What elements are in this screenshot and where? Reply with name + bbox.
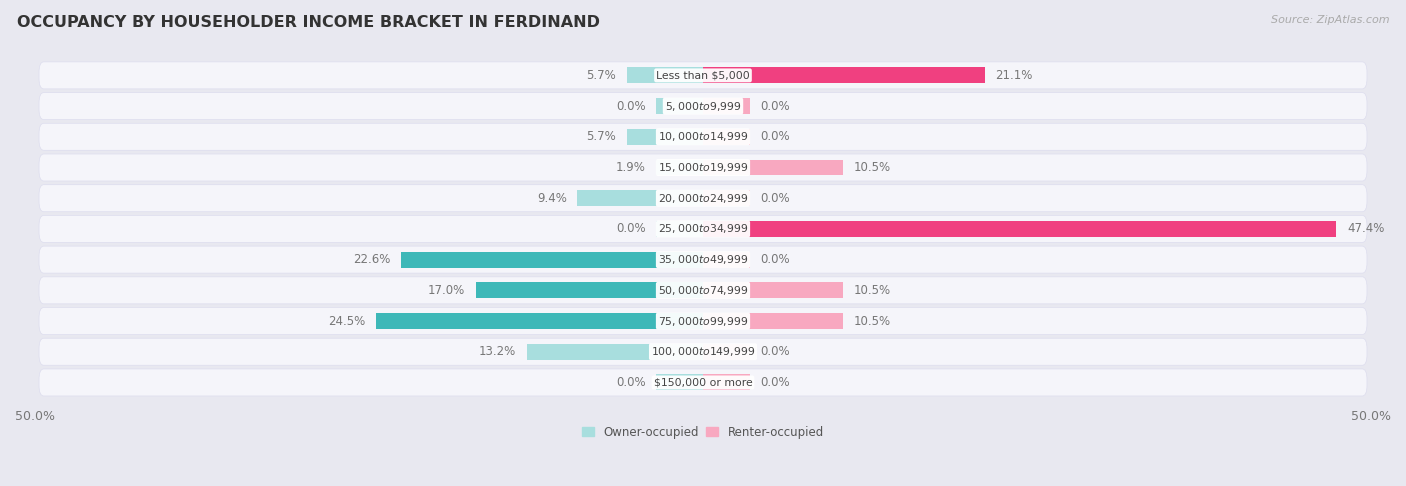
Text: $75,000 to $99,999: $75,000 to $99,999 [658, 314, 748, 328]
Bar [703, 221, 1336, 237]
Bar [703, 98, 749, 114]
Bar [657, 159, 703, 175]
Text: Less than $5,000: Less than $5,000 [657, 70, 749, 80]
FancyBboxPatch shape [39, 62, 1367, 89]
FancyBboxPatch shape [39, 308, 1367, 334]
Text: $20,000 to $24,999: $20,000 to $24,999 [658, 191, 748, 205]
Text: 17.0%: 17.0% [427, 284, 465, 297]
Legend: Owner-occupied, Renter-occupied: Owner-occupied, Renter-occupied [578, 421, 828, 444]
Bar [657, 98, 703, 114]
Text: $150,000 or more: $150,000 or more [654, 378, 752, 387]
FancyBboxPatch shape [39, 215, 1367, 243]
Text: $100,000 to $149,999: $100,000 to $149,999 [651, 345, 755, 358]
Text: 0.0%: 0.0% [761, 376, 790, 389]
Text: 1.9%: 1.9% [616, 161, 645, 174]
Bar [703, 282, 844, 298]
Bar [401, 252, 703, 268]
Text: 10.5%: 10.5% [853, 314, 891, 328]
Bar [657, 221, 703, 237]
Text: 0.0%: 0.0% [616, 223, 645, 235]
Text: 0.0%: 0.0% [761, 345, 790, 358]
Text: 0.0%: 0.0% [616, 100, 645, 113]
Text: 10.5%: 10.5% [853, 161, 891, 174]
Text: 22.6%: 22.6% [353, 253, 391, 266]
Text: $5,000 to $9,999: $5,000 to $9,999 [665, 100, 741, 113]
Bar [703, 68, 984, 84]
Text: 47.4%: 47.4% [1347, 223, 1385, 235]
FancyBboxPatch shape [39, 92, 1367, 120]
Bar [475, 282, 703, 298]
FancyBboxPatch shape [39, 277, 1367, 304]
Text: 5.7%: 5.7% [586, 69, 616, 82]
Text: 0.0%: 0.0% [761, 253, 790, 266]
Text: Source: ZipAtlas.com: Source: ZipAtlas.com [1271, 15, 1389, 25]
Bar [703, 129, 749, 145]
Text: OCCUPANCY BY HOUSEHOLDER INCOME BRACKET IN FERDINAND: OCCUPANCY BY HOUSEHOLDER INCOME BRACKET … [17, 15, 600, 30]
Text: $50,000 to $74,999: $50,000 to $74,999 [658, 284, 748, 297]
Text: 10.5%: 10.5% [853, 284, 891, 297]
FancyBboxPatch shape [39, 123, 1367, 150]
Bar [657, 375, 703, 390]
Text: $15,000 to $19,999: $15,000 to $19,999 [658, 161, 748, 174]
Text: 0.0%: 0.0% [761, 100, 790, 113]
FancyBboxPatch shape [39, 369, 1367, 396]
Bar [703, 159, 844, 175]
Text: 0.0%: 0.0% [616, 376, 645, 389]
Text: 21.1%: 21.1% [995, 69, 1033, 82]
Text: $25,000 to $34,999: $25,000 to $34,999 [658, 223, 748, 235]
Text: 13.2%: 13.2% [478, 345, 516, 358]
Bar [627, 129, 703, 145]
Bar [627, 68, 703, 84]
FancyBboxPatch shape [39, 338, 1367, 365]
Text: $35,000 to $49,999: $35,000 to $49,999 [658, 253, 748, 266]
Text: 9.4%: 9.4% [537, 191, 567, 205]
Bar [703, 375, 749, 390]
Text: 0.0%: 0.0% [761, 191, 790, 205]
Text: 5.7%: 5.7% [586, 130, 616, 143]
Text: $10,000 to $14,999: $10,000 to $14,999 [658, 130, 748, 143]
FancyBboxPatch shape [39, 185, 1367, 212]
Bar [703, 190, 749, 206]
Text: 0.0%: 0.0% [761, 130, 790, 143]
Text: 24.5%: 24.5% [328, 314, 366, 328]
Bar [578, 190, 703, 206]
Bar [527, 344, 703, 360]
FancyBboxPatch shape [39, 154, 1367, 181]
Bar [703, 252, 749, 268]
Bar [375, 313, 703, 329]
FancyBboxPatch shape [39, 246, 1367, 273]
Bar [703, 344, 749, 360]
Bar [703, 313, 844, 329]
